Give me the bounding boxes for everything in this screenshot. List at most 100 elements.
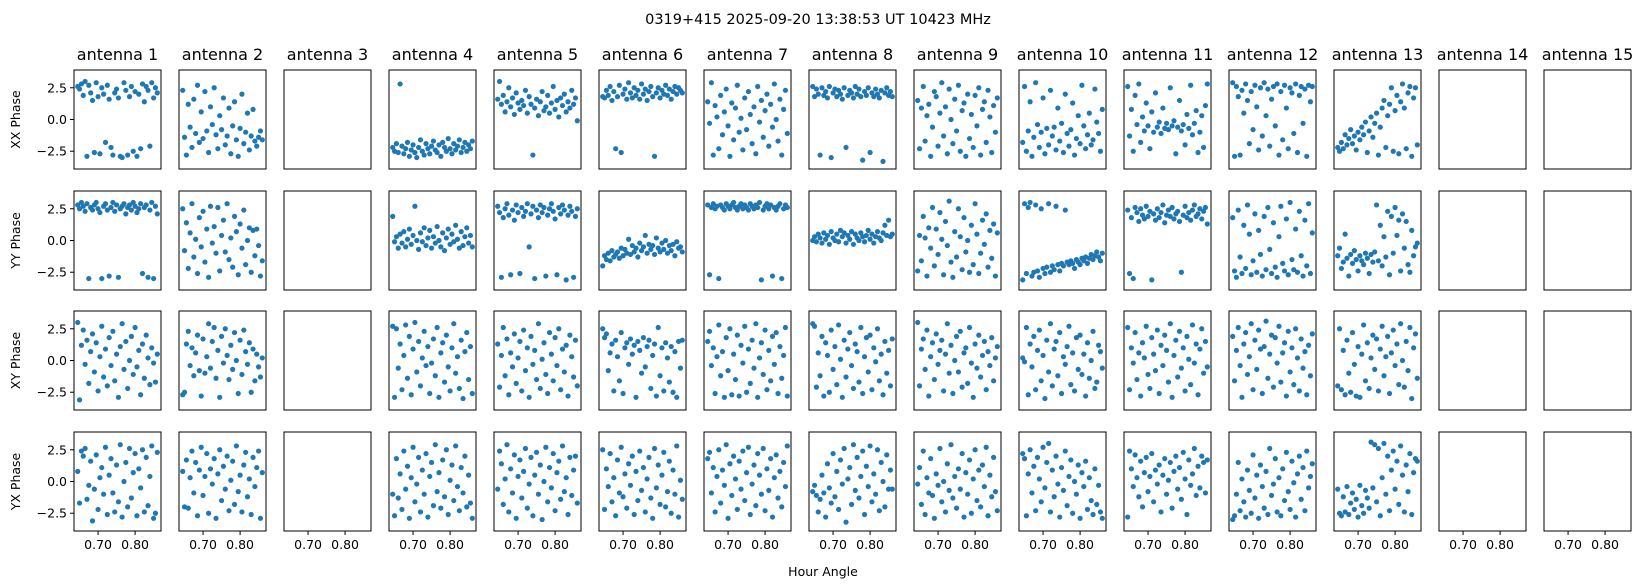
data-point <box>769 514 776 520</box>
data-point <box>771 475 777 481</box>
data-point <box>233 357 239 364</box>
data-point <box>773 329 779 336</box>
data-point <box>207 104 214 110</box>
data-point <box>1370 134 1376 140</box>
data-point <box>88 458 94 464</box>
subplot <box>913 69 1002 170</box>
data-point <box>1386 508 1393 514</box>
data-point <box>1195 463 1201 469</box>
data-point <box>874 447 881 453</box>
data-point <box>1283 216 1289 222</box>
data-point <box>513 515 519 521</box>
data-point <box>220 217 227 223</box>
data-point <box>235 272 241 278</box>
data-point <box>874 229 881 235</box>
data-point <box>574 500 580 506</box>
data-point <box>727 153 733 159</box>
data-point <box>1134 376 1140 383</box>
data-point <box>438 505 444 511</box>
data-point <box>434 489 440 495</box>
data-point <box>1233 274 1239 280</box>
data-point <box>638 370 645 376</box>
data-point <box>441 494 448 500</box>
data-point <box>651 153 658 159</box>
data-point <box>1132 329 1138 336</box>
data-point <box>648 495 654 501</box>
data-point <box>1373 110 1380 116</box>
antenna-title: antenna 2 <box>182 45 263 64</box>
data-point <box>826 241 832 247</box>
data-point <box>1156 390 1162 397</box>
data-point <box>991 102 997 109</box>
data-point <box>1057 514 1063 520</box>
data-point <box>200 208 206 214</box>
data-point <box>1267 143 1273 149</box>
data-point <box>1377 346 1383 352</box>
data-point <box>1191 445 1197 452</box>
data-point <box>423 242 429 249</box>
data-point <box>939 80 945 86</box>
data-point <box>110 490 116 496</box>
data-point <box>1151 499 1157 505</box>
data-point <box>834 382 840 388</box>
data-point <box>558 95 564 101</box>
data-point <box>1145 489 1151 495</box>
data-point <box>1143 323 1149 329</box>
data-point <box>1204 221 1210 227</box>
data-point <box>1053 147 1059 153</box>
data-point <box>511 111 517 118</box>
data-point <box>626 461 632 467</box>
data-point <box>871 345 877 351</box>
data-point <box>524 505 530 511</box>
data-point <box>655 324 661 331</box>
data-point <box>97 209 103 216</box>
data-point <box>462 349 468 355</box>
data-point <box>239 91 245 97</box>
data-point <box>1175 208 1181 214</box>
data-point <box>745 346 752 352</box>
data-point <box>723 335 729 341</box>
data-point <box>89 207 96 213</box>
data-point <box>1025 204 1031 211</box>
data-point <box>496 209 503 216</box>
data-point <box>443 235 449 241</box>
data-point <box>929 492 936 499</box>
data-point <box>942 104 949 110</box>
data-point <box>1407 83 1413 90</box>
data-point <box>640 335 647 341</box>
data-point <box>419 355 425 361</box>
data-point <box>552 508 558 514</box>
data-point <box>1154 481 1160 487</box>
data-point <box>445 135 451 142</box>
data-point <box>976 270 982 277</box>
data-point <box>839 96 845 102</box>
data-point <box>574 206 580 212</box>
data-point <box>1195 211 1201 217</box>
data-point <box>1092 385 1098 392</box>
antenna-title: antenna 13 <box>1332 45 1424 64</box>
x-tick-label: 0.70 <box>189 537 217 552</box>
data-point <box>637 240 643 246</box>
data-point <box>942 509 949 515</box>
data-point <box>970 476 976 482</box>
data-point <box>1062 91 1068 97</box>
data-point <box>860 157 866 163</box>
subplot <box>283 310 372 411</box>
data-point <box>515 473 521 480</box>
data-point <box>399 387 405 393</box>
data-point <box>626 236 632 242</box>
data-point <box>152 85 159 91</box>
data-point <box>813 86 820 92</box>
data-point <box>425 514 431 520</box>
data-point <box>1401 509 1407 515</box>
data-point <box>719 132 726 138</box>
data-point <box>928 456 934 462</box>
data-point <box>1182 388 1188 394</box>
data-point <box>569 208 575 214</box>
data-point <box>1231 268 1238 274</box>
data-point <box>762 508 768 514</box>
data-point <box>1285 328 1291 334</box>
data-point <box>1040 352 1046 359</box>
data-point <box>395 245 401 251</box>
data-point <box>1068 382 1074 388</box>
